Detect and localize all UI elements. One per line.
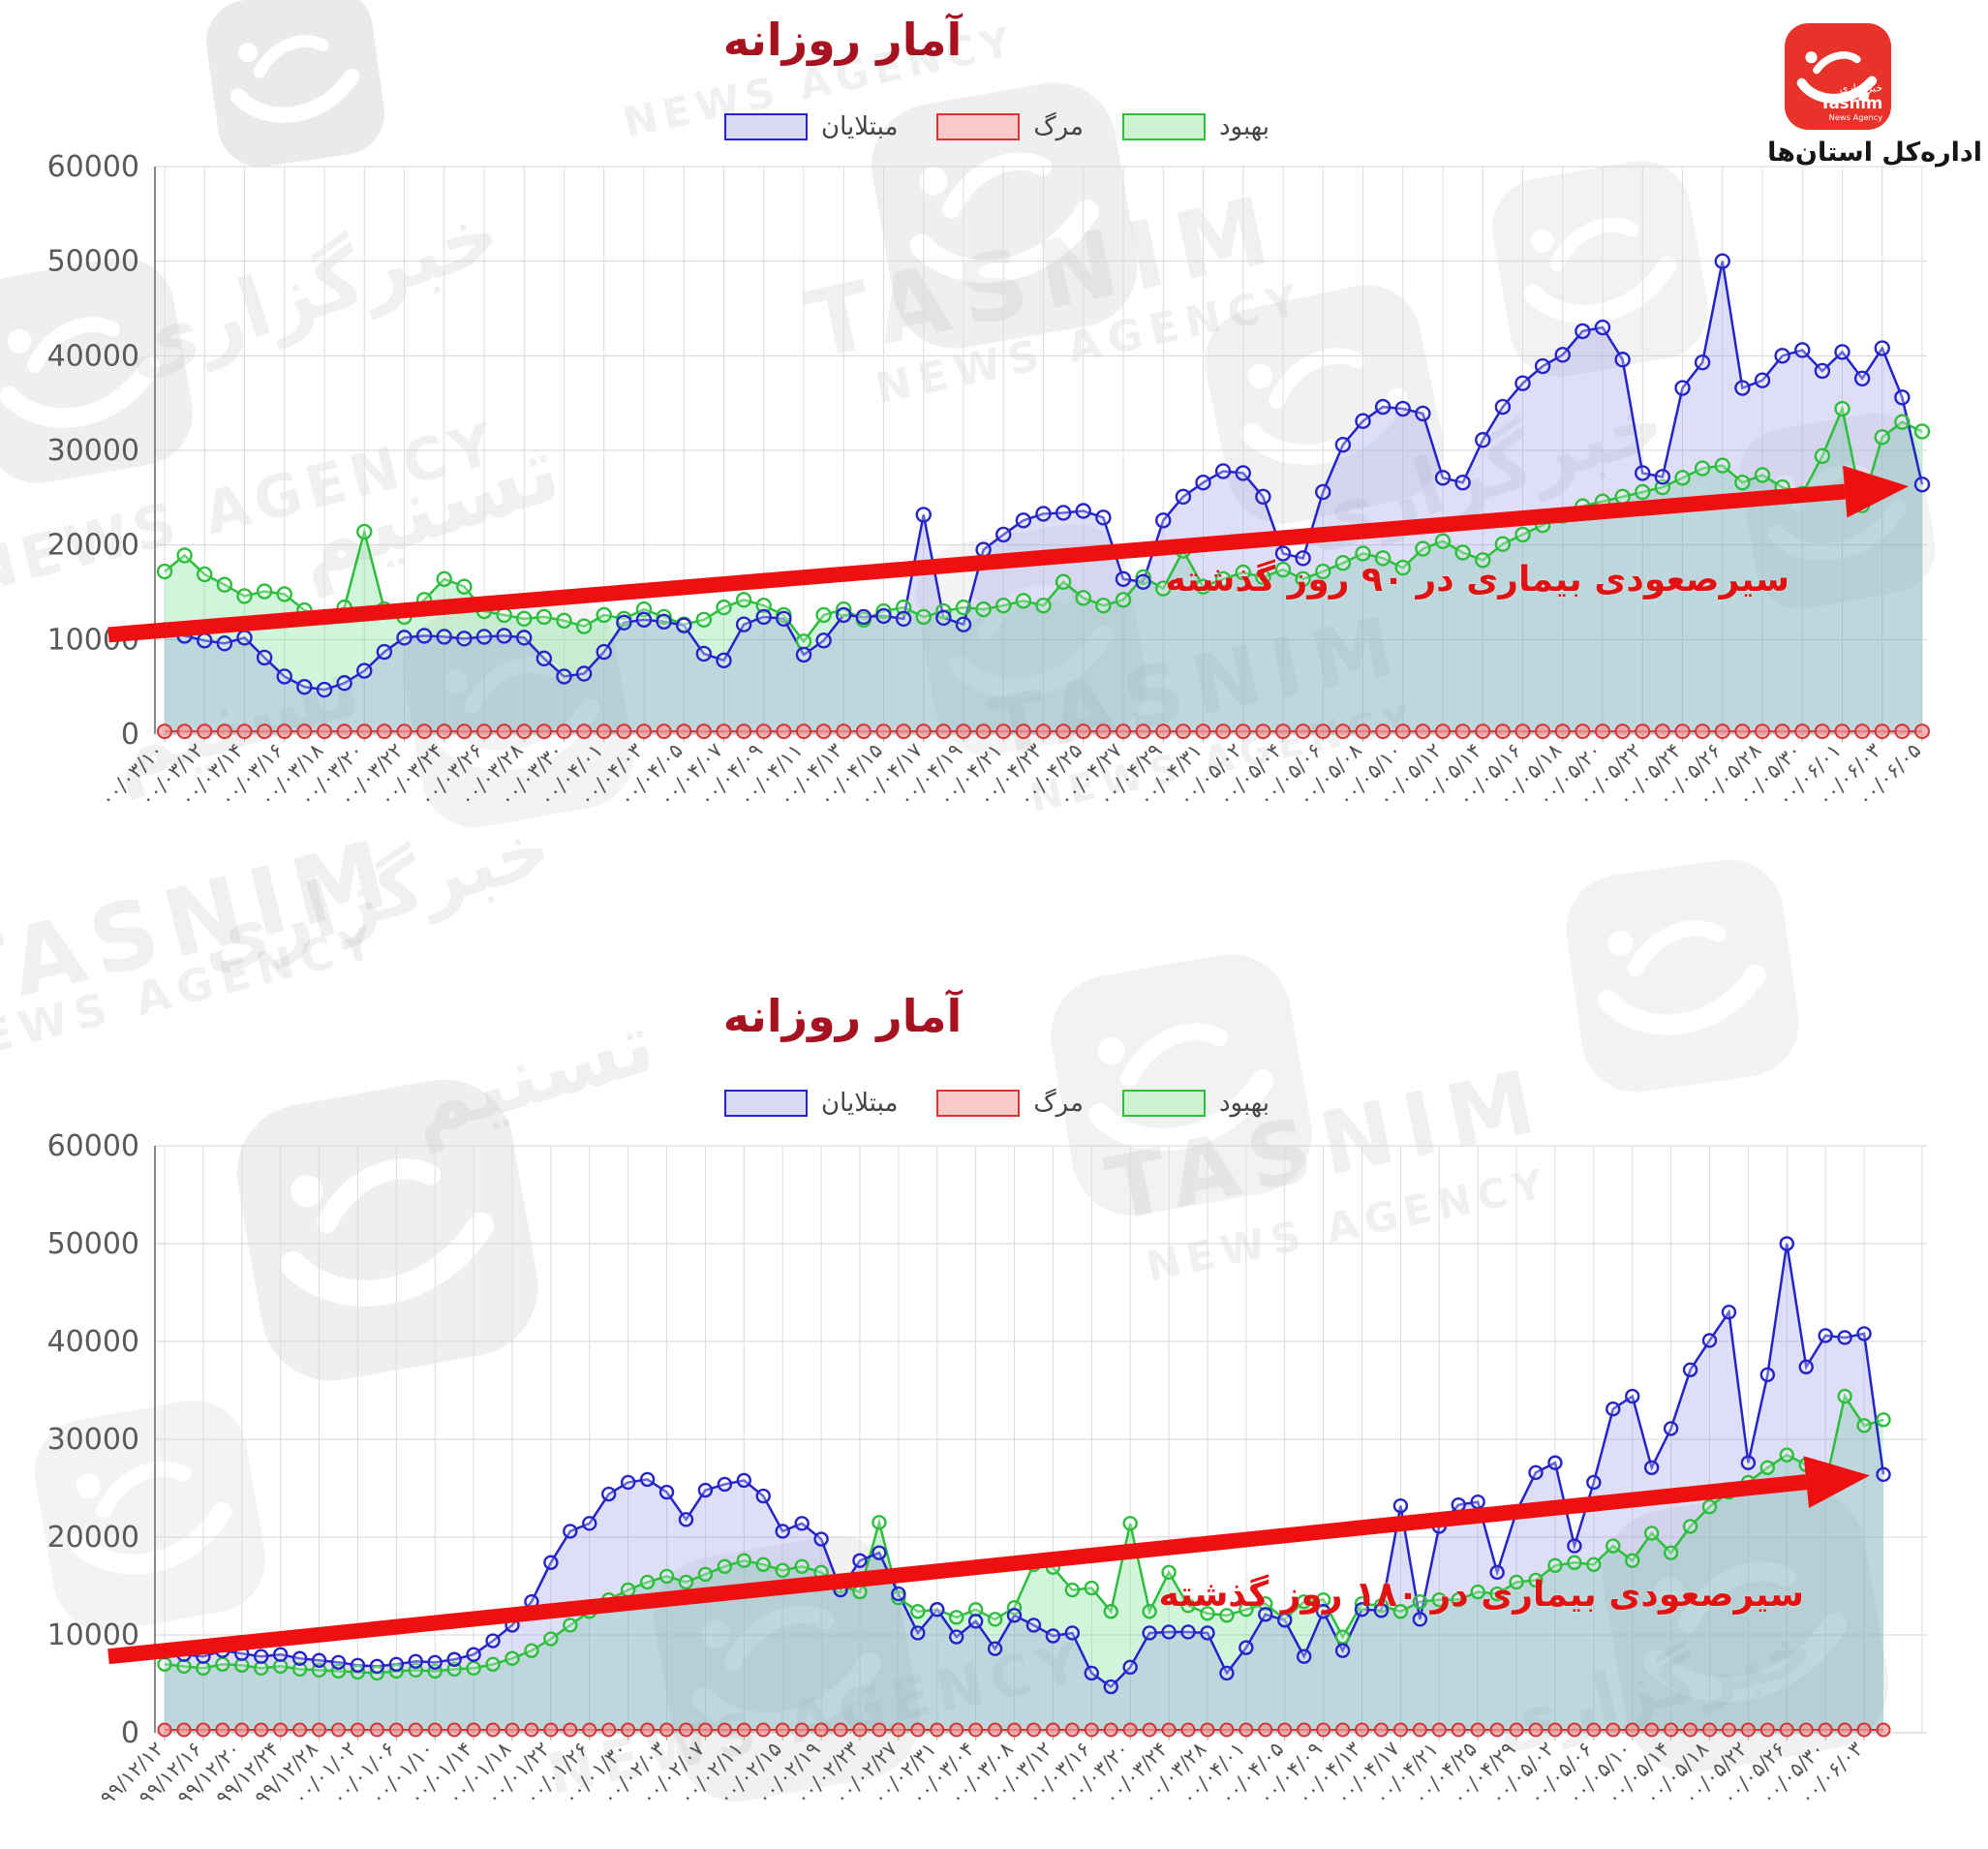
legend-label-infected: مبتلایان	[821, 1089, 899, 1118]
svg-text:30000: 30000	[47, 1423, 139, 1457]
legend-label-recovered: بهبود	[1218, 112, 1270, 141]
legend-swatch-recovered	[1121, 113, 1206, 140]
svg-text:30000: 30000	[47, 434, 139, 468]
tasnim-logo: خبرگزاری Tasnim News Agency	[1785, 23, 1891, 130]
svg-text:0: 0	[121, 1716, 139, 1750]
trend-annotation-90d: سیرصعودی بیماری در ۹۰ روز گذشته	[1165, 560, 1789, 600]
legend-item-infected: مبتلایان	[724, 1089, 898, 1118]
legend-swatch-infected	[724, 1090, 808, 1117]
daily-stats-chart-180d: 0100002000030000400005000060000۹۹/۱۲/۱۲۹…	[47, 1129, 1927, 1809]
legend-label-infected: مبتلایان	[821, 112, 899, 141]
legend-item-infected: مبتلایان	[724, 112, 898, 141]
svg-text:خبرگزاری: خبرگزاری	[1840, 81, 1882, 94]
legend-180d: مبتلایان مرگ بهبود	[724, 1089, 1269, 1118]
svg-text:20000: 20000	[47, 529, 139, 563]
svg-text:40000: 40000	[47, 1325, 139, 1359]
legend-swatch-death	[936, 113, 1021, 140]
legend-item-death: مرگ	[936, 112, 1084, 141]
trend-annotation-180d: سیرصعودی بیماری در ۱۸۰ روز گذشته	[1158, 1575, 1804, 1615]
legend-swatch-infected	[724, 113, 808, 140]
department-label: اداره‌کل استان‌ها	[1767, 138, 1982, 168]
legend-label-recovered: بهبود	[1218, 1089, 1270, 1118]
svg-text:Tasnim: Tasnim	[1820, 94, 1883, 112]
legend-item-recovered: بهبود	[1121, 112, 1270, 141]
svg-text:0: 0	[121, 718, 139, 752]
svg-text:News Agency: News Agency	[1829, 112, 1883, 122]
svg-text:50000: 50000	[47, 1227, 139, 1261]
legend-label-death: مرگ	[1033, 112, 1084, 141]
tasnim-logo-icon: خبرگزاری Tasnim News Agency	[1785, 23, 1891, 130]
svg-text:50000: 50000	[47, 245, 139, 279]
chart-title-90d: آمار روزانه	[722, 14, 963, 66]
legend-item-recovered: بهبود	[1121, 1089, 1270, 1118]
svg-text:20000: 20000	[47, 1521, 139, 1555]
legend-label-death: مرگ	[1033, 1089, 1084, 1118]
svg-text:60000: 60000	[47, 1129, 139, 1163]
legend-item-death: مرگ	[936, 1089, 1084, 1118]
svg-text:60000: 60000	[47, 150, 139, 184]
svg-text:40000: 40000	[47, 339, 139, 373]
legend-swatch-death	[936, 1090, 1021, 1117]
chart-title-180d: آمار روزانه	[722, 990, 963, 1042]
legend-90d: مبتلایان مرگ بهبود	[724, 112, 1269, 141]
legend-swatch-recovered	[1121, 1090, 1206, 1117]
svg-text:10000: 10000	[47, 1618, 139, 1652]
daily-stats-chart-90d: 0100002000030000400005000060000۰۰/۰۳/۱۰۰…	[47, 150, 1931, 811]
